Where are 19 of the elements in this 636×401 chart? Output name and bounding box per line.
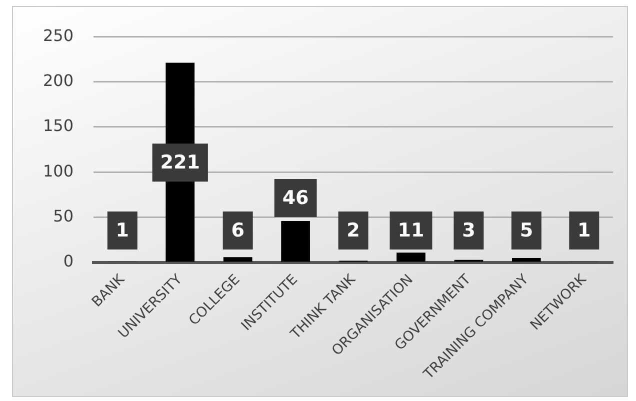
data-label: 1	[116, 219, 130, 242]
bar	[396, 252, 426, 262]
y-tick-label: 0	[63, 252, 74, 271]
data-label: 1	[578, 219, 591, 242]
y-tick-label: 50	[53, 206, 74, 226]
bar	[223, 257, 252, 262]
data-label: 3	[462, 219, 476, 242]
data-label: 221	[160, 152, 200, 174]
data-label: 11	[398, 219, 424, 242]
data-label: 46	[282, 186, 309, 209]
bar	[281, 220, 310, 262]
y-tick-label: 150	[42, 116, 74, 136]
bar	[512, 258, 541, 262]
data-label: 6	[231, 219, 244, 242]
data-label: 5	[520, 219, 534, 242]
y-tick-label: 250	[42, 26, 74, 45]
data-label: 2	[346, 219, 360, 242]
y-tick-label: 100	[42, 161, 74, 180]
y-tick-label: 200	[42, 70, 74, 90]
